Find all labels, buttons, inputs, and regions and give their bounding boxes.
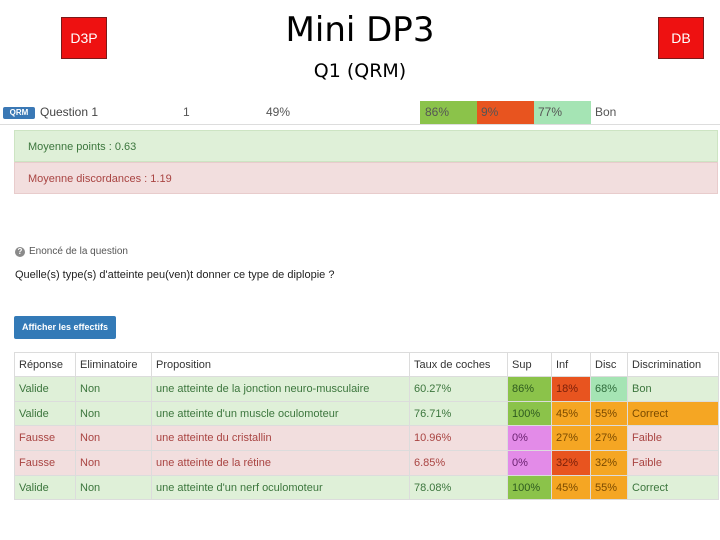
cell-eliminatory: Non [75,474,152,501]
cell-disc: 55% [590,400,628,427]
cell-inf: 27% [551,425,591,452]
summary-sup: 86% [420,101,477,124]
mean-discordance-box: Moyenne discordances : 1.19 [14,162,718,194]
statement-header-label: Enoncé de la question [29,246,128,257]
question-summary-row[interactable]: QRM Question 1 1 49% 86% 9% 77% Bon [0,101,720,124]
cell-sup: 0% [507,450,552,476]
cell-discrimination: Faible [627,450,719,476]
cell-disc: 68% [590,376,628,402]
show-counts-button[interactable]: Afficher les effectifs [14,316,116,339]
cell-sup: 86% [507,376,552,402]
slide-title: Mini DP3 [285,10,435,50]
header-proposition[interactable]: Proposition [151,352,410,377]
header-eliminatory[interactable]: Eliminatoire [75,352,152,377]
cell-eliminatory: Non [75,450,152,476]
cell-proposition: une atteinte de la jonction neuro-muscul… [151,376,410,402]
cell-check-rate: 78.08% [409,474,508,501]
summary-rating: Bon [595,105,617,119]
cell-proposition: une atteinte d'un nerf oculomoteur [151,474,410,501]
cell-proposition: une atteinte du cristallin [151,425,410,452]
cell-check-rate: 10.96% [409,425,508,452]
info-icon: ? [15,246,25,257]
cell-eliminatory: Non [75,425,152,452]
question-number: 1 [183,105,190,119]
cell-inf: 45% [551,474,591,501]
cell-disc: 55% [590,474,628,501]
question-percent: 49% [266,105,291,119]
table-row: Valide Non une atteinte d'un muscle ocul… [14,400,719,427]
question-text: Quelle(s) type(s) d'atteinte peu(ven)t d… [15,269,335,281]
summary-divider [0,124,720,125]
cell-response: Fausse [14,425,76,452]
cell-proposition: une atteinte de la rétine [151,450,410,476]
header-disc[interactable]: Disc [590,352,628,377]
slide-subtitle: Q1 (QRM) [313,60,407,82]
cell-sup: 100% [507,400,552,427]
cell-sup: 0% [507,425,552,452]
table-row: Fausse Non une atteinte de la rétine 6.8… [14,450,719,476]
question-name[interactable]: Question 1 [40,105,99,119]
cell-eliminatory: Non [75,376,152,402]
cell-disc: 27% [590,425,628,452]
cell-response: Valide [14,400,76,427]
cell-eliminatory: Non [75,400,152,427]
header-sup[interactable]: Sup [507,352,552,377]
results-table: Réponse Eliminatoire Proposition Taux de… [14,352,719,501]
mean-points-box: Moyenne points : 0.63 [14,130,718,162]
summary-inf: 9% [477,101,534,124]
cell-discrimination: Faible [627,425,719,452]
header-check-rate[interactable]: Taux de coches [409,352,508,377]
qrm-tag: QRM [3,107,35,119]
cell-discrimination: Bon [627,376,719,402]
db-badge: DB [658,17,704,59]
cell-disc: 32% [590,450,628,476]
cell-inf: 18% [551,376,591,402]
table-row: Valide Non une atteinte de la jonction n… [14,376,719,402]
table-header-row: Réponse Eliminatoire Proposition Taux de… [14,352,719,377]
cell-response: Valide [14,376,76,402]
cell-check-rate: 6.85% [409,450,508,476]
d3p-badge: D3P [61,17,107,59]
cell-discrimination: Correct [627,400,719,427]
cell-check-rate: 60.27% [409,376,508,402]
header-response[interactable]: Réponse [14,352,76,377]
cell-response: Fausse [14,450,76,476]
cell-response: Valide [14,474,76,501]
statement-header: ? Enoncé de la question [15,246,128,257]
cell-sup: 100% [507,474,552,501]
header-inf[interactable]: Inf [551,352,591,377]
cell-discrimination: Correct [627,474,719,501]
cell-check-rate: 76.71% [409,400,508,427]
table-row: Fausse Non une atteinte du cristallin 10… [14,425,719,452]
cell-inf: 32% [551,450,591,476]
summary-disc: 77% [534,101,591,124]
table-row: Valide Non une atteinte d'un nerf oculom… [14,474,719,501]
cell-proposition: une atteinte d'un muscle oculomoteur [151,400,410,427]
cell-inf: 45% [551,400,591,427]
header-discrimination[interactable]: Discrimination [627,352,719,377]
